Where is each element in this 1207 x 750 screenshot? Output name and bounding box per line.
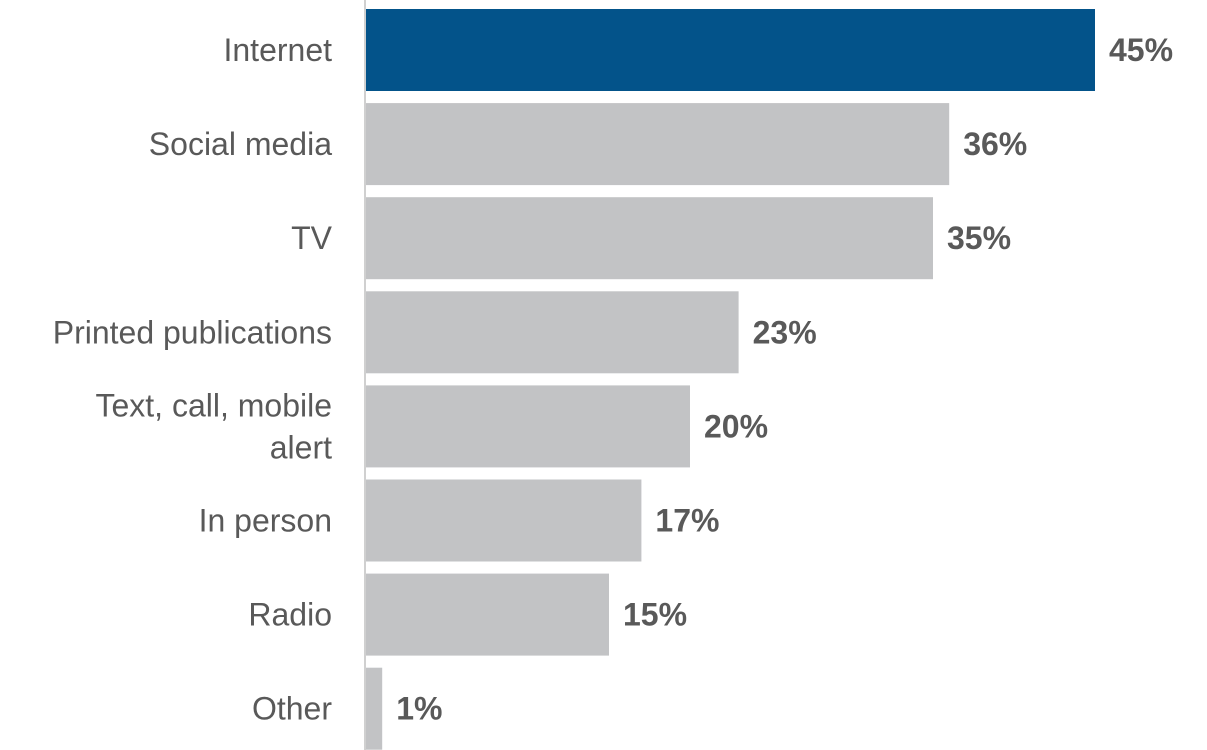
category-label-other: Other [252,691,332,727]
category-label-radio: Radio [248,597,332,633]
category-label-printed-publications: Printed publications [53,314,332,350]
bar-social-media [366,103,950,186]
value-label-radio: 15% [623,597,687,633]
bar-in-person [366,479,642,562]
value-label-internet: 45% [1109,32,1173,68]
category-label-text-call-mobile-alert: Text, call, mobile alert [95,387,332,465]
category-label-in-person: In person [199,503,332,539]
category-label-tv: TV [291,220,333,256]
bar-text-call-mobile-alert [366,385,690,468]
value-label-text-call-mobile-alert: 20% [704,408,768,444]
value-label-other: 1% [396,691,442,727]
value-label-in-person: 17% [655,503,719,539]
category-labels-group: Internet Social media TV Printed publicatio… [53,32,333,727]
value-label-tv: 35% [947,220,1011,256]
value-label-printed-publications: 23% [753,314,817,350]
bars-group [366,9,1095,750]
bar-other [366,667,383,750]
bar-radio [366,573,609,656]
value-labels-group: 45% 36% 35% 23% 20% 17% 15% 1% [396,32,1173,727]
value-label-social-media: 36% [963,126,1027,162]
bar-tv [366,197,933,280]
bar-internet [366,9,1095,91]
category-label-social-media: Social media [149,126,332,162]
category-label-internet: Internet [223,32,332,68]
bar-printed-publications [366,291,739,374]
